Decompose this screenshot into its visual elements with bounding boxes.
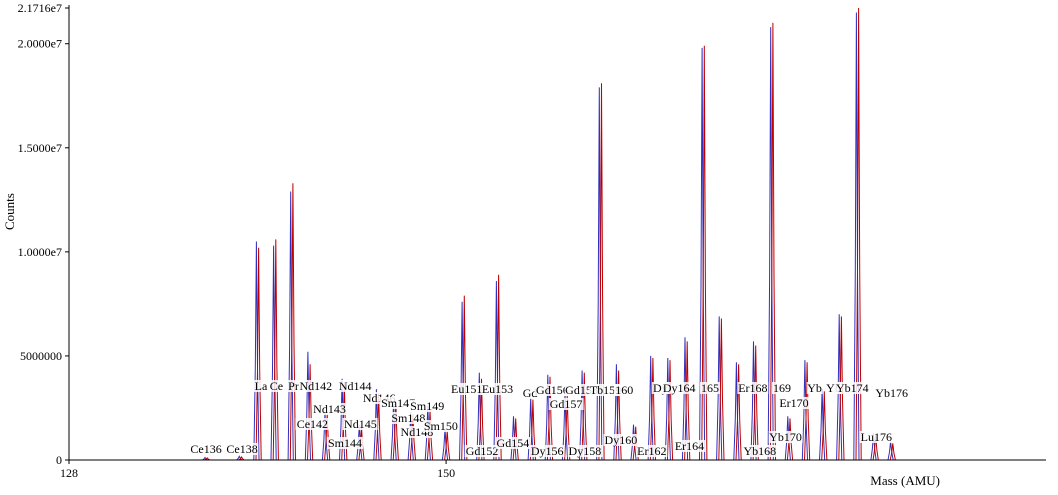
- x-tick-label: 128: [60, 466, 78, 480]
- peak-label: Lu176: [859, 430, 893, 444]
- peak-label: Yb: [806, 381, 823, 395]
- peak-label: Sm150: [422, 419, 459, 433]
- peak-label: Nd142: [298, 379, 334, 393]
- y-tick-label: 5000000: [20, 349, 62, 363]
- peak-label: Gd152: [464, 444, 500, 458]
- peak-label: Er168: [737, 381, 769, 395]
- peak-label: Nd143: [312, 402, 347, 416]
- x-axis-title: Mass (AMU): [870, 473, 940, 488]
- peak-label: Yb176: [874, 386, 910, 400]
- peak-label: Sm144: [326, 436, 364, 450]
- y-axis-title: Counts: [2, 193, 17, 230]
- x-tick-label: 150: [437, 466, 455, 480]
- y-tick-label: 0: [56, 453, 62, 467]
- peak-label: Gd157: [548, 397, 584, 411]
- peak-label: Nd144: [337, 379, 373, 393]
- peak-label: Eu151: [450, 382, 484, 396]
- y-tick-label: 2.0000e7: [18, 37, 62, 51]
- peak-label: Gd: [521, 386, 539, 400]
- y-tick-label: 1.5000e7: [18, 141, 62, 155]
- peak-label: Gd156: [535, 383, 570, 397]
- peak-label: 160: [614, 383, 635, 397]
- peak-label: Ce: [268, 379, 285, 393]
- peak-label: Yb168: [742, 444, 778, 458]
- peak-label: Dy158: [567, 444, 603, 458]
- peak-label: Er164: [673, 439, 706, 453]
- y-tick-label: 1.0000e7: [18, 245, 62, 259]
- peak-label: Yb170: [768, 430, 803, 444]
- peak-label: Sm149: [409, 399, 446, 413]
- peak-label: Ce142: [295, 417, 330, 431]
- peak-label: Dy164: [661, 381, 697, 395]
- peak-label: Sm148: [390, 411, 427, 425]
- peak-label: Dy160: [603, 433, 639, 447]
- peak-label: Dy156: [529, 444, 565, 458]
- peak-label: Yb174: [834, 381, 870, 395]
- peak-label: 165: [700, 381, 720, 395]
- peak-label: 169: [772, 381, 792, 395]
- peak-label: Er170: [778, 396, 810, 410]
- peak-label: Gd154: [495, 436, 531, 450]
- peak-label: Eu153: [480, 382, 515, 396]
- peak-label: Er162: [636, 444, 668, 458]
- peak-label: Ce136: [189, 442, 223, 456]
- peak-label: Sm147: [380, 396, 417, 410]
- peak-label: Nd145: [343, 417, 378, 431]
- peak-label: Tb159: [588, 383, 623, 397]
- y-tick-label: 2.1716e7: [18, 1, 62, 15]
- peak-label: La: [253, 379, 269, 393]
- peak-label: Ce138: [225, 442, 259, 456]
- peak-label: Pr: [287, 379, 300, 393]
